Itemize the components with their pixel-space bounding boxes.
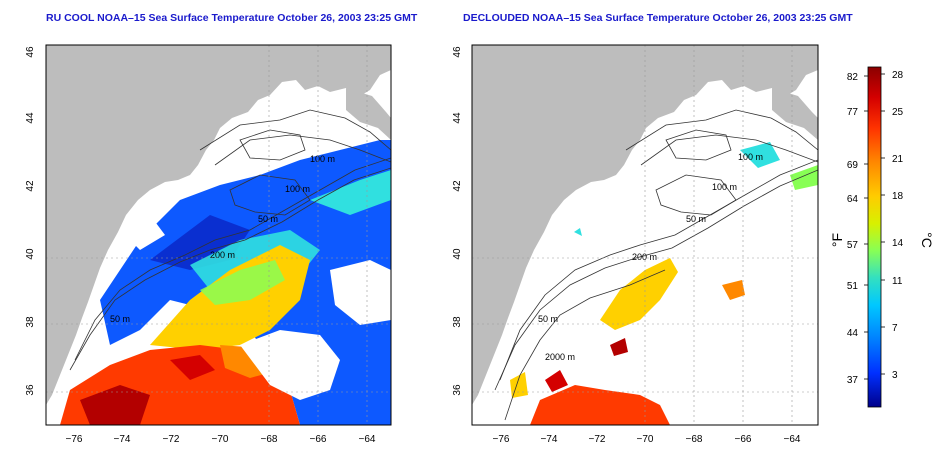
left-contour-label-4: 200 m bbox=[210, 250, 235, 260]
left-ytick-1: 44 bbox=[25, 112, 36, 124]
right-ytick-3: 40 bbox=[452, 248, 463, 260]
left-xtick-0: −76 bbox=[66, 434, 83, 445]
left-contour-label-5: 50 m bbox=[110, 314, 130, 324]
left-ytick-0: 46 bbox=[25, 46, 36, 58]
colorbar-c-tick-5: 11 bbox=[892, 276, 903, 287]
colorbar-c-tick-3: 18 bbox=[892, 191, 904, 202]
right-map: 100 m 100 m 50 m 200 m 50 m 2000 m bbox=[472, 45, 818, 425]
colorbar-scale bbox=[867, 66, 882, 408]
right-contour-label-3: 50 m bbox=[686, 214, 706, 224]
right-contours bbox=[494, 109, 818, 421]
left-ytick-3: 40 bbox=[25, 248, 36, 260]
right-xtick-6: −64 bbox=[784, 434, 801, 445]
right-xtick-3: −70 bbox=[637, 434, 654, 445]
right-xtick-1: −74 bbox=[541, 434, 558, 445]
right-ytick-4: 38 bbox=[452, 316, 463, 328]
colorbar-f-tick-6: 44 bbox=[847, 328, 859, 339]
colorbar-c-tick-7: 3 bbox=[892, 370, 898, 381]
right-land bbox=[472, 45, 818, 405]
right-xtick-4: −68 bbox=[686, 434, 703, 445]
right-contour-label-2: 100 m bbox=[712, 182, 737, 192]
left-ytick-4: 38 bbox=[25, 316, 36, 328]
colorbar-f-tick-0: 82 bbox=[847, 72, 859, 83]
colorbar-c-tick-0: 28 bbox=[892, 70, 904, 81]
right-contour-label-1: 100 m bbox=[738, 152, 763, 162]
right-xtick-0: −76 bbox=[493, 434, 510, 445]
colorbar-c-tick-1: 25 bbox=[892, 107, 904, 118]
left-contour-label-1: 100 m bbox=[310, 154, 335, 164]
colorbar-c-tick-6: 7 bbox=[892, 323, 898, 334]
left-xtick-5: −66 bbox=[310, 434, 327, 445]
colorbar-label-celsius: °C bbox=[919, 232, 935, 248]
left-xtick-6: −64 bbox=[359, 434, 376, 445]
right-ytick-1: 44 bbox=[452, 112, 463, 124]
colorbar-c-tick-4: 14 bbox=[892, 238, 904, 249]
colorbar-f-tick-2: 69 bbox=[847, 160, 859, 171]
colorbar-f-tick-5: 51 bbox=[847, 281, 859, 292]
right-ytick-0: 46 bbox=[452, 46, 463, 58]
left-ytick-2: 42 bbox=[25, 180, 36, 192]
left-map: 100 m 100 m 50 m 200 m 50 m bbox=[46, 45, 391, 425]
left-xtick-1: −74 bbox=[114, 434, 131, 445]
left-xtick-4: −68 bbox=[261, 434, 278, 445]
colorbar-c-tick-2: 21 bbox=[892, 154, 904, 165]
right-panel-title: DECLOUDED NOAA–15 Sea Surface Temperatur… bbox=[463, 12, 853, 24]
right-sst-warm bbox=[530, 385, 670, 425]
right-xtick-5: −66 bbox=[735, 434, 752, 445]
right-sst-mid bbox=[600, 258, 678, 330]
colorbar-f-tick-7: 37 bbox=[847, 375, 859, 386]
colorbar-f-tick-3: 64 bbox=[847, 194, 859, 205]
right-ytick-2: 42 bbox=[452, 180, 463, 192]
right-ytick-5: 36 bbox=[452, 384, 463, 396]
left-contour-label-3: 50 m bbox=[258, 214, 278, 224]
left-ytick-5: 36 bbox=[25, 384, 36, 396]
right-axes: −76 −74 −72 −70 −68 −66 −64 46 44 42 40 … bbox=[452, 46, 801, 445]
left-contours bbox=[69, 109, 391, 371]
colorbar-f-tick-1: 77 bbox=[847, 107, 859, 118]
left-axes: −76 −74 −72 −70 −68 −66 −64 46 44 42 40 … bbox=[25, 46, 376, 445]
left-contour-label-2: 100 m bbox=[285, 184, 310, 194]
colorbar-label-fahrenheit: °F bbox=[829, 233, 845, 247]
left-land bbox=[46, 45, 391, 405]
left-xtick-2: −72 bbox=[163, 434, 180, 445]
right-contour-label-6: 2000 m bbox=[545, 352, 575, 362]
colorbar-f-tick-4: 57 bbox=[847, 240, 859, 251]
right-contour-label-4: 200 m bbox=[632, 252, 657, 262]
right-contour-label-5: 50 m bbox=[538, 314, 558, 324]
left-panel-title: RU COOL NOAA–15 Sea Surface Temperature … bbox=[46, 12, 418, 24]
colorbar: 82 77 69 64 57 51 44 37 28 25 21 18 14 1… bbox=[829, 66, 935, 408]
left-xtick-3: −70 bbox=[212, 434, 229, 445]
right-xtick-2: −72 bbox=[589, 434, 606, 445]
